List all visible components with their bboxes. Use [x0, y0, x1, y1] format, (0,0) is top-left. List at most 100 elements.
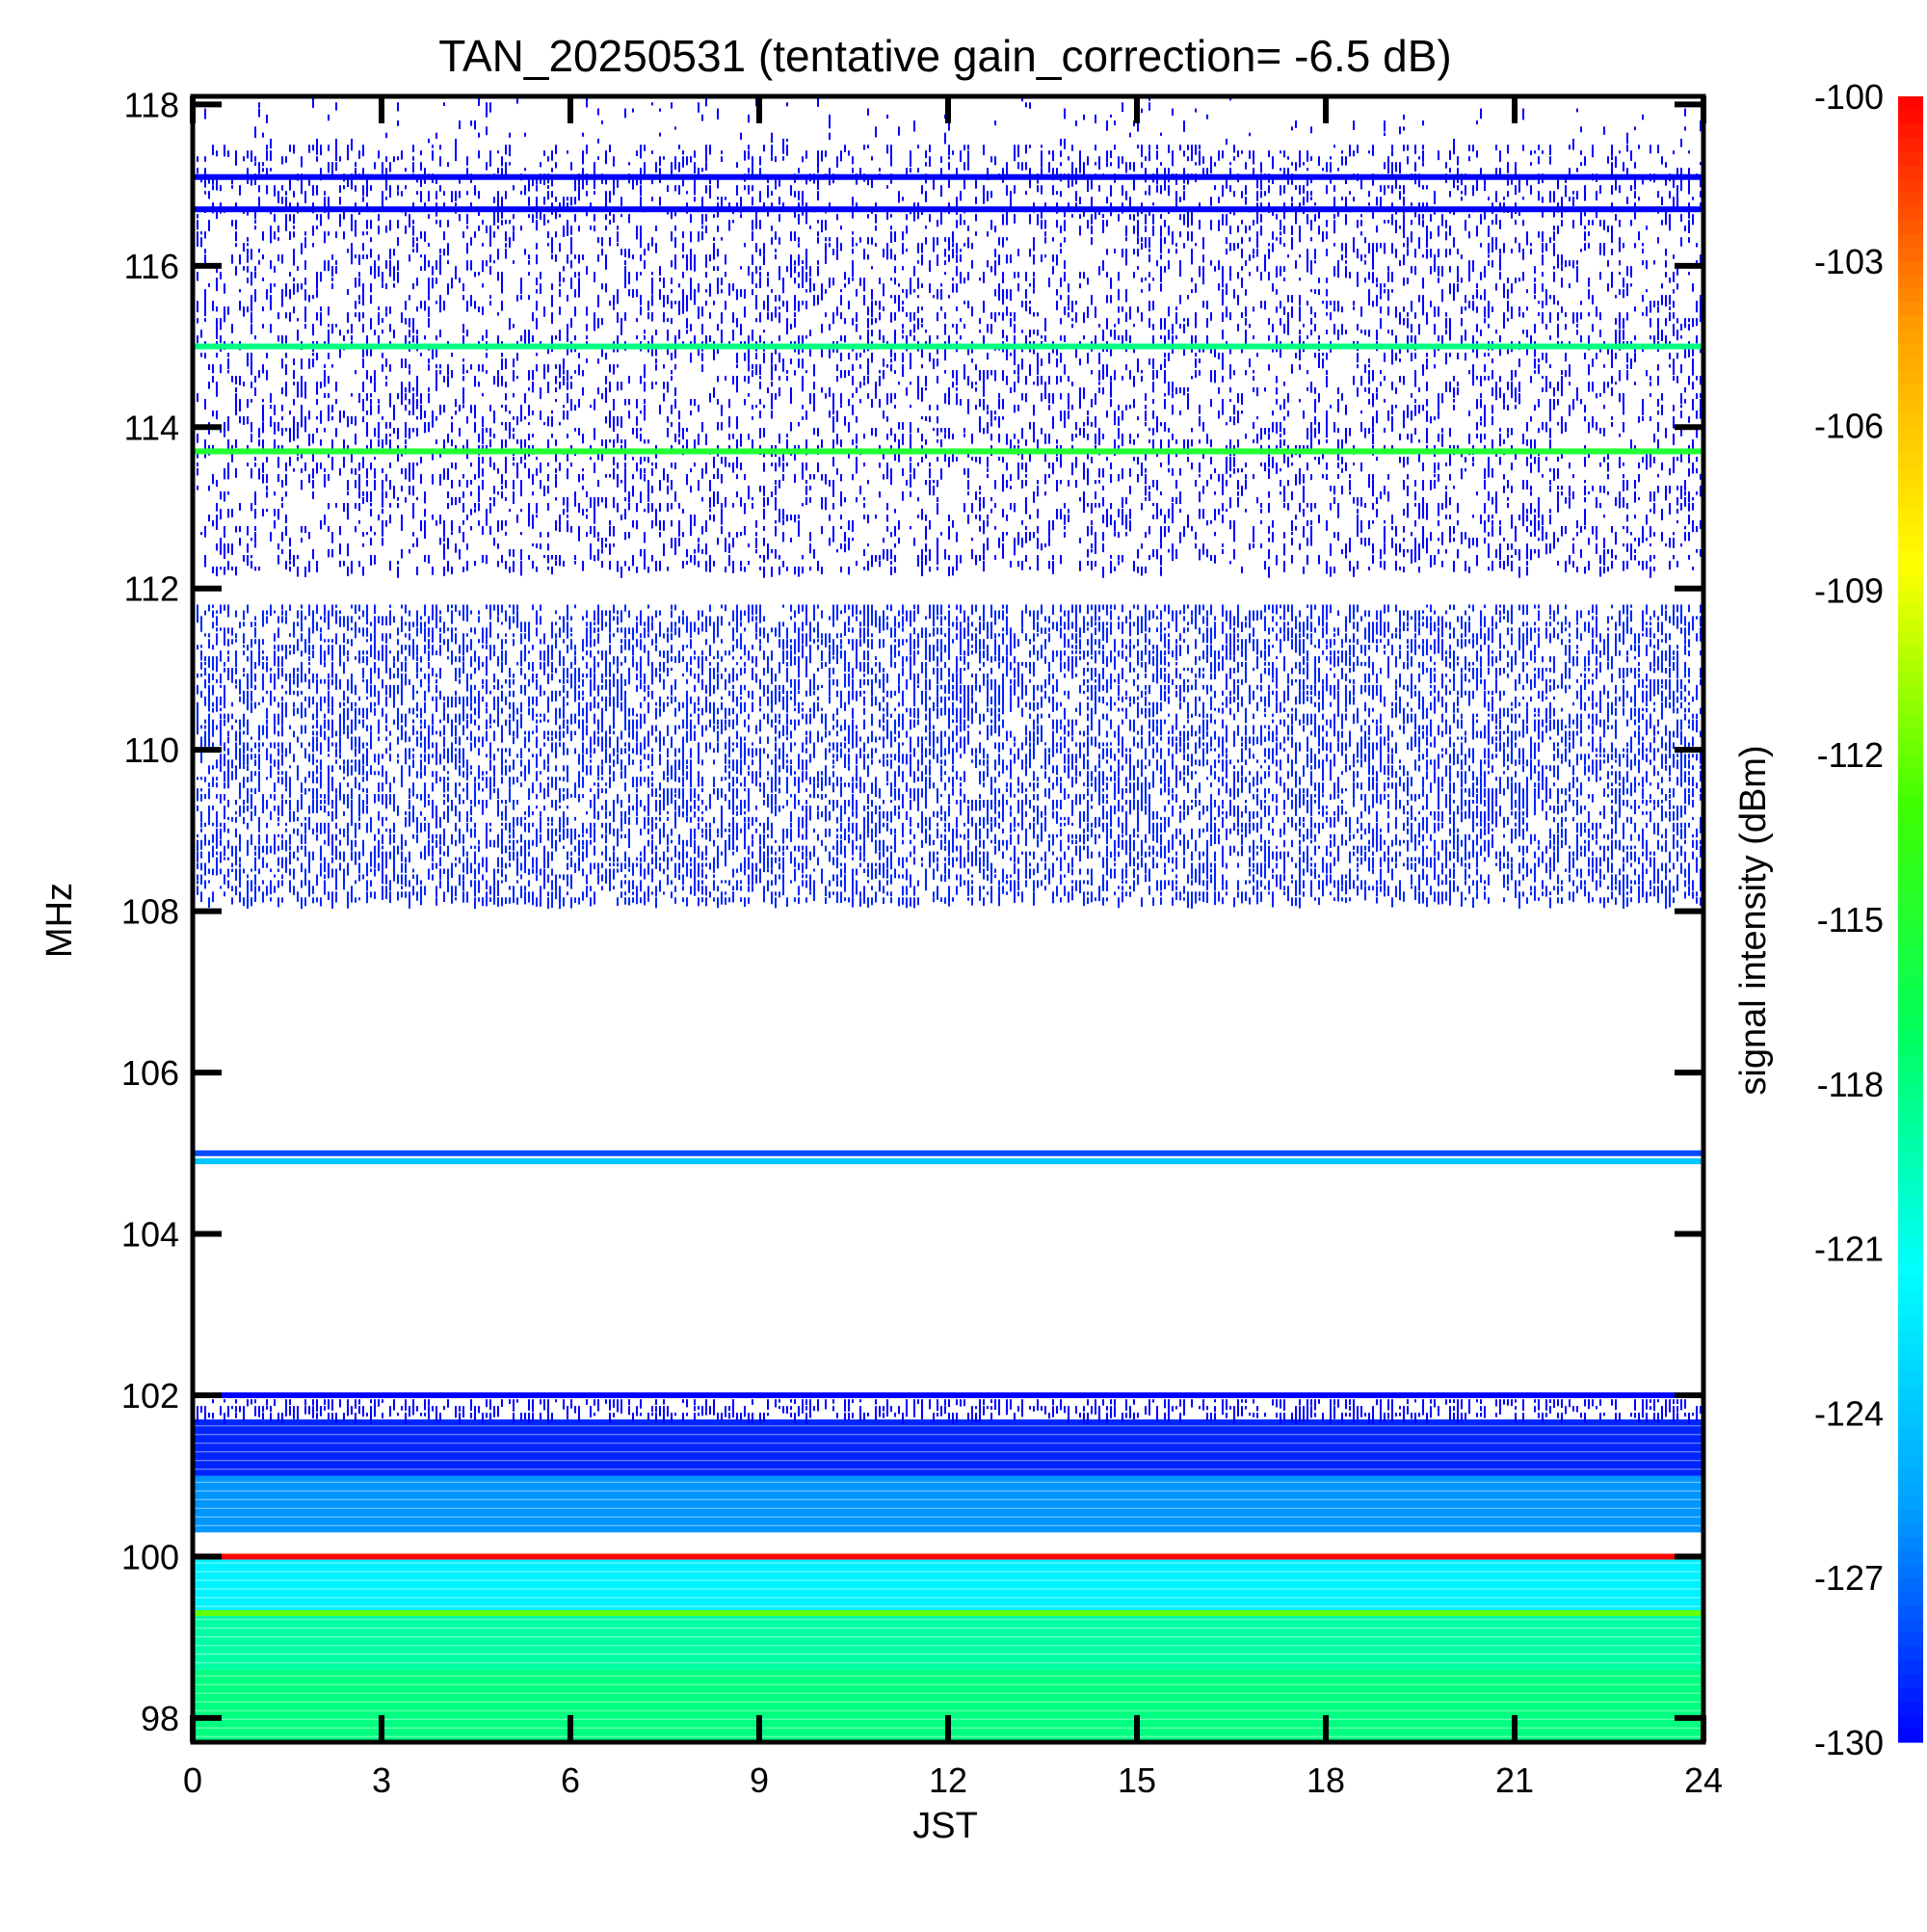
speckle	[1692, 1413, 1694, 1416]
speckle	[636, 725, 638, 729]
speckle	[1607, 707, 1609, 720]
speckle	[1657, 656, 1659, 666]
speckle	[1472, 639, 1474, 648]
speckle	[1210, 684, 1212, 692]
speckle	[1426, 730, 1428, 736]
speckle	[420, 730, 422, 738]
speckle	[809, 1399, 811, 1411]
speckle	[1438, 1406, 1439, 1413]
speckle	[952, 690, 954, 701]
speckle	[802, 707, 804, 712]
speckle	[1141, 650, 1143, 659]
speckle	[355, 622, 356, 634]
speckle	[1476, 1413, 1478, 1417]
speckle	[293, 1406, 295, 1414]
speckle	[1164, 690, 1166, 702]
speckle	[1661, 622, 1663, 631]
speckle	[432, 604, 434, 611]
speckle	[1322, 610, 1324, 622]
speckle	[1268, 701, 1270, 707]
speckle	[1287, 696, 1289, 701]
speckle	[759, 645, 761, 651]
speckle	[1453, 650, 1455, 657]
speckle	[1542, 736, 1544, 743]
speckle	[979, 622, 981, 633]
speckle	[678, 725, 680, 729]
speckle	[582, 678, 584, 687]
speckle	[1095, 604, 1096, 613]
speckle	[971, 684, 973, 692]
speckle	[1006, 627, 1008, 636]
speckle	[459, 668, 461, 678]
speckle	[462, 633, 464, 643]
speckle	[559, 725, 561, 730]
speckle	[1522, 725, 1524, 731]
speckle	[366, 604, 368, 616]
speckle	[1148, 719, 1150, 728]
speckle	[1199, 696, 1201, 701]
speckle	[601, 610, 603, 622]
speckle	[863, 633, 865, 644]
speckle	[960, 656, 962, 661]
speckle	[262, 639, 264, 646]
speckle	[836, 742, 838, 751]
speckle	[1399, 633, 1401, 640]
speckle	[1673, 662, 1675, 672]
speckle	[1106, 713, 1108, 721]
speckle	[994, 656, 996, 662]
speckle	[1515, 696, 1517, 708]
speckle	[886, 1399, 888, 1408]
speckle	[736, 622, 738, 633]
speckle	[266, 616, 268, 624]
speckle	[651, 622, 653, 631]
speckle	[547, 1406, 549, 1413]
speckle	[1650, 662, 1651, 670]
speckle	[1129, 650, 1131, 658]
speckle	[277, 713, 279, 726]
speckle	[663, 701, 665, 711]
speckle	[409, 633, 410, 641]
speckle	[813, 639, 815, 644]
speckle	[312, 673, 314, 683]
speckle	[921, 696, 923, 705]
speckle	[1665, 1406, 1667, 1417]
speckle	[231, 713, 233, 719]
speckle	[1411, 639, 1412, 648]
speckle	[1700, 622, 1702, 627]
speckle	[1395, 690, 1397, 698]
speckle	[274, 725, 276, 735]
speckle	[967, 616, 969, 622]
speckle	[590, 684, 592, 697]
speckle	[401, 684, 403, 693]
speckle	[563, 656, 565, 667]
speckle	[1202, 1399, 1204, 1410]
speckle	[1337, 701, 1339, 710]
speckle	[1152, 725, 1154, 732]
speckle	[1657, 616, 1659, 621]
speckle	[1122, 668, 1123, 676]
speckle	[1353, 616, 1355, 620]
speckle	[1326, 604, 1328, 612]
speckle	[1661, 684, 1663, 689]
speckle	[1380, 1399, 1382, 1408]
speckle	[740, 736, 742, 749]
speckle	[1380, 696, 1382, 702]
speckle	[1603, 684, 1605, 695]
speckle	[1156, 707, 1158, 715]
speckle	[671, 742, 673, 749]
speckle	[1129, 639, 1131, 645]
speckle	[324, 696, 326, 703]
speckle	[1576, 656, 1578, 667]
speckle	[898, 730, 900, 739]
speckle	[1102, 713, 1104, 720]
speckle	[1522, 662, 1524, 673]
speckle	[409, 678, 410, 685]
speckle	[1603, 719, 1605, 731]
speckle	[617, 742, 619, 754]
speckle	[1457, 1406, 1459, 1416]
speckle	[925, 701, 927, 712]
speckle	[1646, 1413, 1648, 1423]
speckle	[1403, 1406, 1405, 1417]
speckle	[1014, 1413, 1016, 1420]
speckle	[1283, 622, 1285, 633]
